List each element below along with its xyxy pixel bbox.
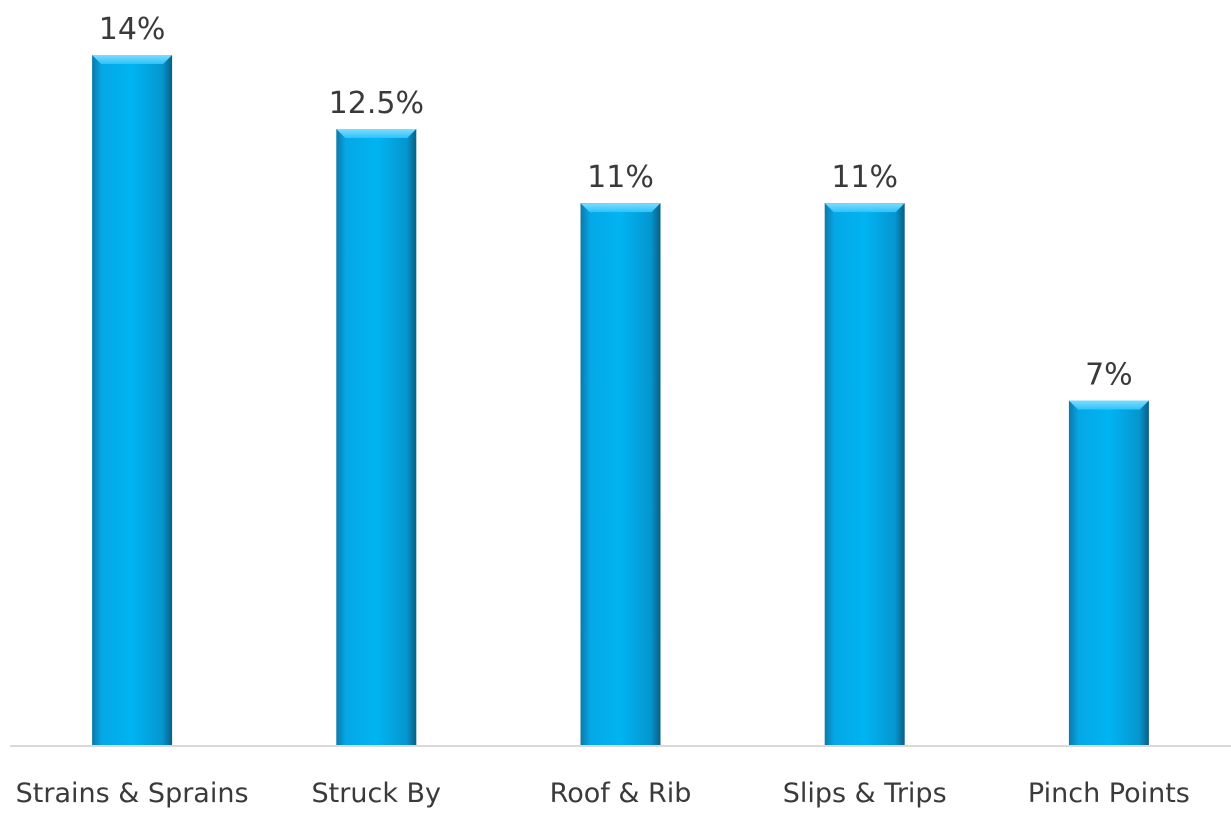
data-label: 7% xyxy=(1085,358,1133,393)
category-label: Pinch Points xyxy=(1028,778,1190,809)
bar-0 xyxy=(92,55,173,746)
bar-body xyxy=(1068,400,1149,746)
data-label: 11% xyxy=(831,160,898,195)
labels-layer: 14% Strains & Sprains 12.5% Struck By 11% Roo… xyxy=(16,12,1190,809)
bar-top-bevel xyxy=(92,55,173,64)
bars-layer xyxy=(92,55,1149,747)
bar-body xyxy=(580,203,661,747)
category-label: Strains & Sprains xyxy=(16,778,249,809)
data-label: 11% xyxy=(587,160,654,195)
bar-top-bevel xyxy=(336,129,417,139)
data-label: 14% xyxy=(99,12,166,47)
bar-2 xyxy=(580,203,661,747)
bar-top-bevel xyxy=(1068,400,1149,410)
bar-body xyxy=(92,55,173,746)
category-label: Roof & Rib xyxy=(550,778,692,809)
category-label: Slips & Trips xyxy=(783,778,947,809)
bar-4 xyxy=(1068,400,1149,746)
data-label: 12.5% xyxy=(329,86,424,121)
bar-3 xyxy=(824,203,905,747)
bar-top-bevel xyxy=(580,203,661,213)
bar-1 xyxy=(336,129,417,747)
bar-body xyxy=(336,129,417,747)
bar-body xyxy=(824,203,905,747)
category-label: Struck By xyxy=(312,778,442,809)
bar-top-bevel xyxy=(824,203,905,213)
